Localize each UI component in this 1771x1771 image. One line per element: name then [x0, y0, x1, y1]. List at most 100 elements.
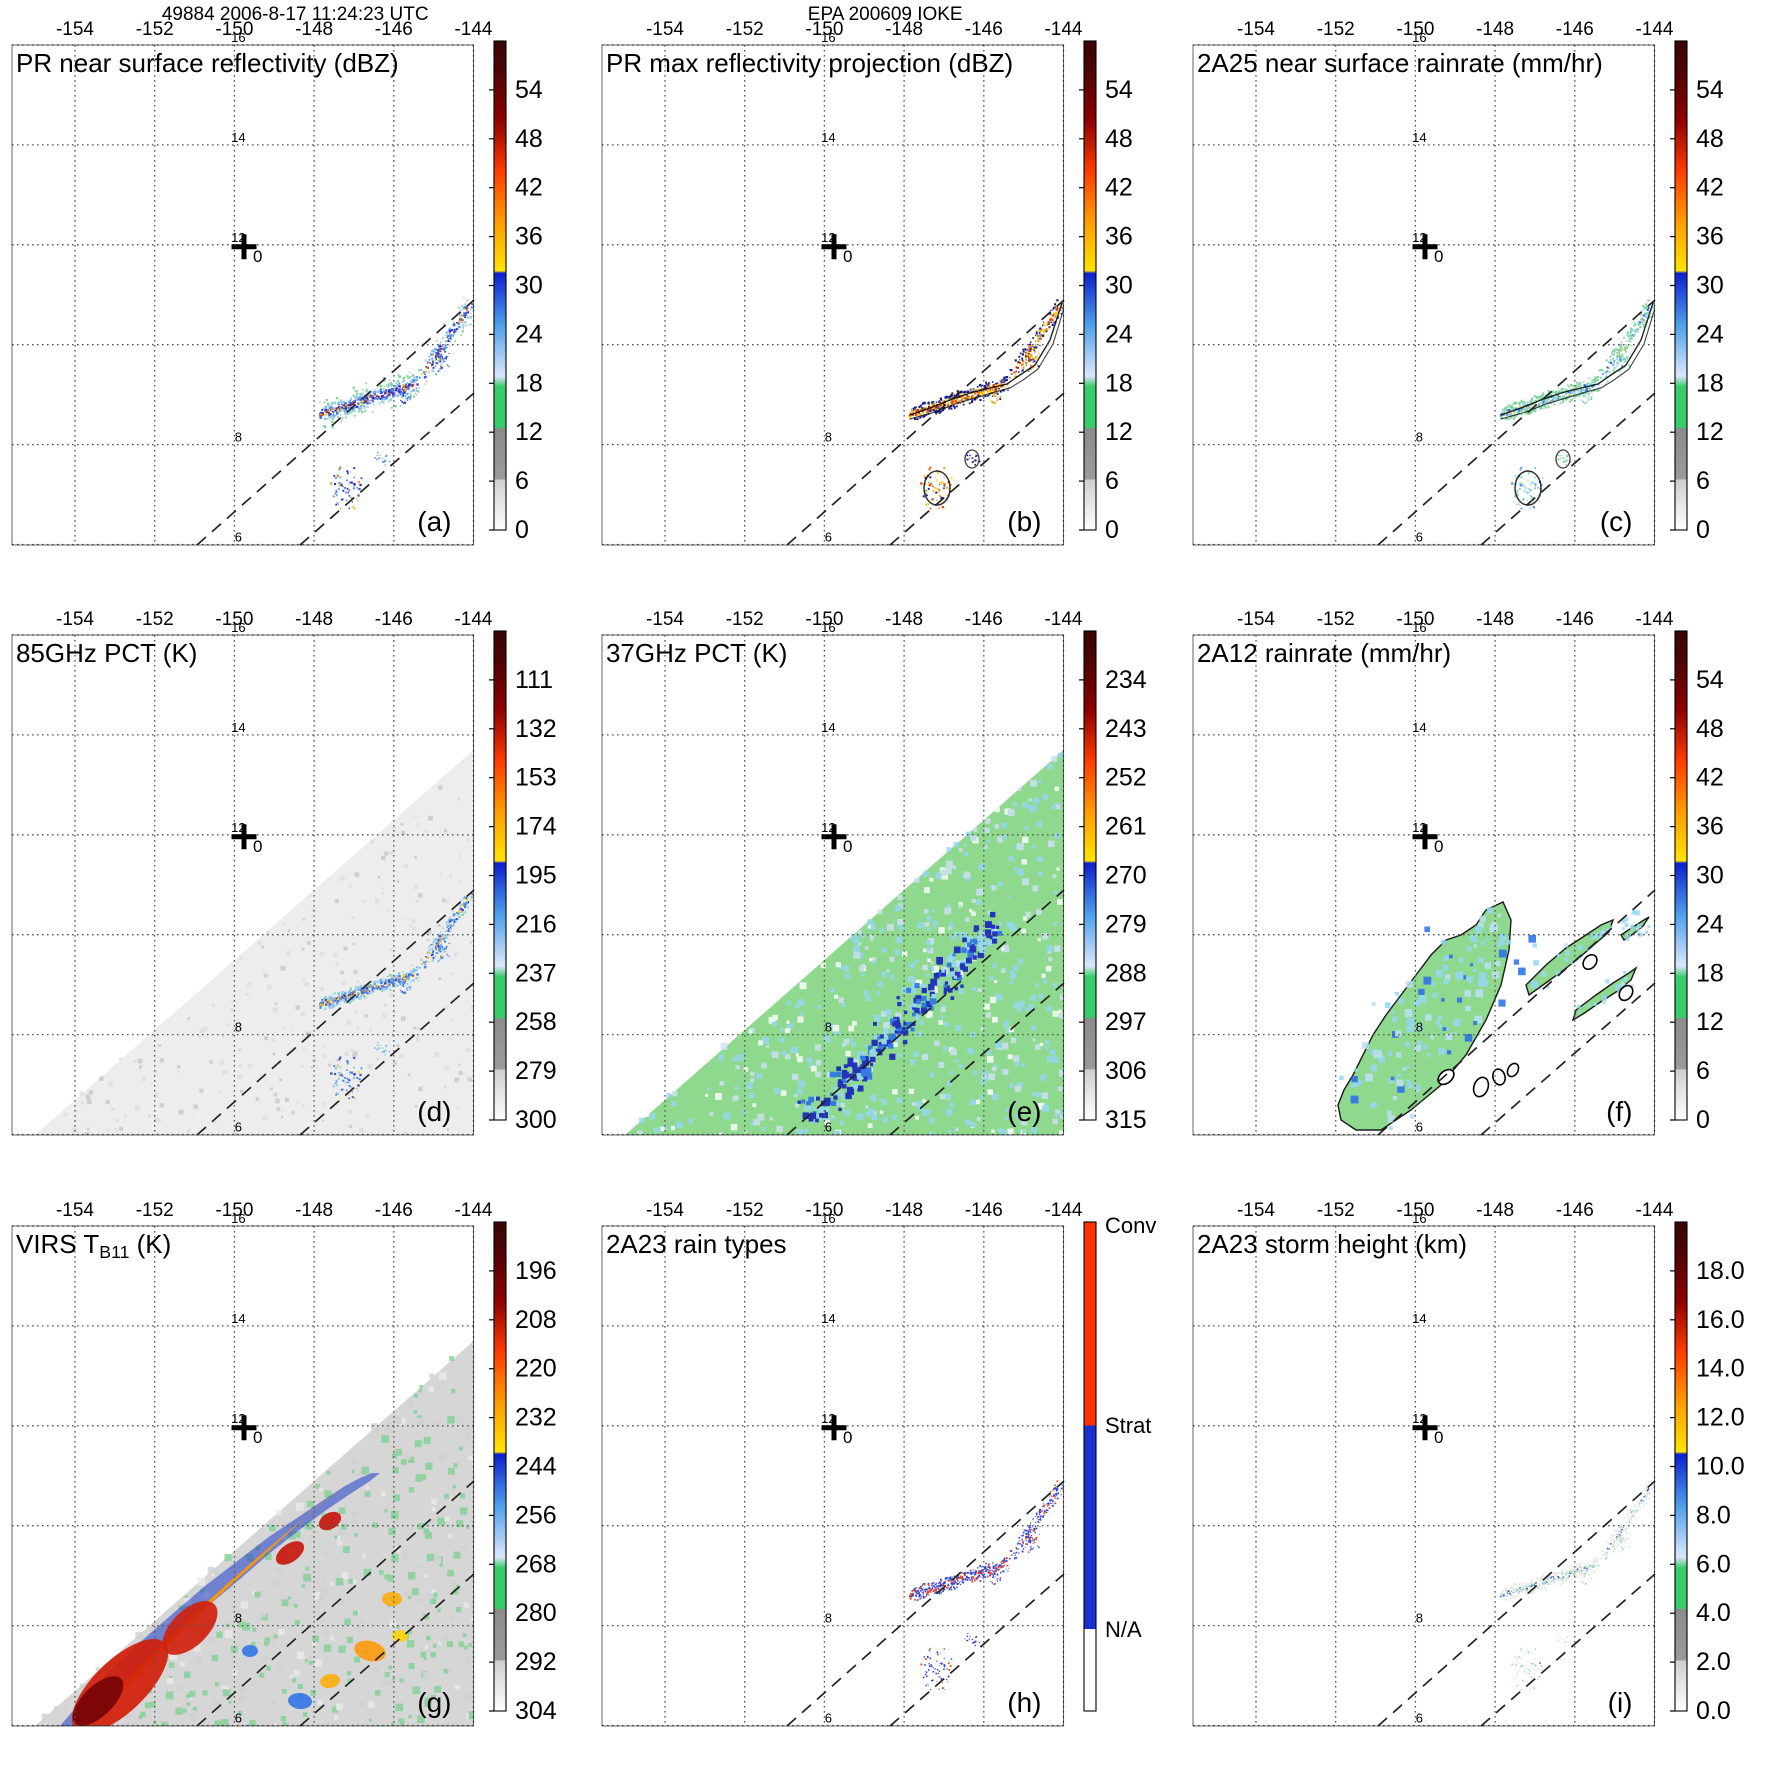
svg-text:30: 30: [1696, 862, 1724, 890]
svg-text:12: 12: [1696, 418, 1724, 446]
svg-text:8: 8: [1415, 1020, 1422, 1035]
svg-text:14: 14: [1412, 130, 1426, 145]
svg-text:-146: -146: [375, 609, 413, 630]
svg-text:258: 258: [515, 1009, 557, 1037]
svg-text:42: 42: [1105, 174, 1133, 202]
svg-text:0: 0: [515, 516, 529, 544]
svg-text:30: 30: [1105, 271, 1133, 299]
svg-text:85GHz PCT (K): 85GHz PCT (K): [16, 638, 197, 668]
svg-text:6: 6: [1415, 1120, 1422, 1135]
svg-text:48: 48: [1105, 125, 1133, 153]
svg-text:PR near surface reflectivity (: PR near surface reflectivity (dBZ): [16, 48, 399, 78]
svg-text:297: 297: [1105, 1009, 1147, 1037]
svg-text:24: 24: [1696, 911, 1724, 939]
svg-text:195: 195: [515, 862, 557, 890]
svg-text:-144: -144: [1045, 19, 1083, 40]
svg-text:-148: -148: [1476, 19, 1514, 40]
svg-text:36: 36: [1696, 813, 1724, 841]
svg-text:37GHz PCT (K): 37GHz PCT (K): [606, 638, 787, 668]
svg-text:0: 0: [1434, 247, 1443, 266]
svg-text:12: 12: [515, 418, 543, 446]
svg-text:42: 42: [1696, 174, 1724, 202]
svg-text:14: 14: [822, 130, 836, 145]
svg-text:24: 24: [515, 320, 543, 348]
svg-text:-144: -144: [454, 609, 492, 630]
svg-text:0: 0: [843, 837, 852, 856]
svg-text:18: 18: [515, 369, 543, 397]
svg-text:-154: -154: [646, 609, 684, 630]
svg-text:279: 279: [1105, 911, 1147, 939]
svg-text:-152: -152: [726, 19, 764, 40]
svg-text:-144: -144: [454, 19, 492, 40]
svg-text:-146: -146: [375, 19, 413, 40]
svg-text:(a): (a): [417, 506, 451, 537]
svg-text:-146: -146: [1555, 609, 1593, 630]
svg-text:-154: -154: [56, 609, 94, 630]
svg-text:-154: -154: [1237, 19, 1275, 40]
svg-text:237: 237: [515, 960, 557, 988]
svg-text:-148: -148: [295, 19, 333, 40]
svg-text:30: 30: [1696, 271, 1724, 299]
svg-text:14: 14: [1412, 720, 1426, 735]
svg-text:-148: -148: [885, 609, 923, 630]
svg-text:8: 8: [825, 1020, 832, 1035]
svg-text:243: 243: [1105, 715, 1147, 743]
svg-text:14: 14: [231, 720, 245, 735]
svg-text:174: 174: [515, 813, 557, 841]
svg-text:8: 8: [235, 1020, 242, 1035]
svg-text:16: 16: [822, 620, 836, 635]
svg-text:16: 16: [231, 30, 245, 45]
svg-text:-148: -148: [1476, 609, 1514, 630]
svg-text:36: 36: [515, 223, 543, 251]
svg-text:8: 8: [1415, 430, 1422, 445]
svg-text:2A12 rainrate (mm/hr): 2A12 rainrate (mm/hr): [1197, 638, 1451, 668]
svg-text:6: 6: [825, 529, 832, 544]
svg-text:48: 48: [1696, 715, 1724, 743]
svg-text:0: 0: [253, 837, 262, 856]
svg-text:48: 48: [515, 125, 543, 153]
svg-text:42: 42: [1696, 764, 1724, 792]
svg-text:24: 24: [1105, 320, 1133, 348]
svg-text:16: 16: [1412, 620, 1426, 635]
svg-text:-154: -154: [646, 19, 684, 40]
svg-text:-152: -152: [136, 609, 174, 630]
svg-text:6: 6: [825, 1120, 832, 1135]
svg-text:6: 6: [235, 1120, 242, 1135]
svg-text:132: 132: [515, 715, 557, 743]
svg-text:54: 54: [1696, 76, 1724, 104]
svg-text:0: 0: [1696, 516, 1710, 544]
svg-text:0: 0: [843, 247, 852, 266]
svg-text:300: 300: [515, 1106, 557, 1134]
svg-text:153: 153: [515, 764, 557, 792]
svg-text:0: 0: [253, 247, 262, 266]
svg-text:-144: -144: [1045, 609, 1083, 630]
svg-text:36: 36: [1696, 223, 1724, 251]
svg-text:234: 234: [1105, 666, 1147, 694]
svg-text:54: 54: [515, 76, 543, 104]
svg-text:6: 6: [1696, 467, 1710, 495]
svg-text:6: 6: [1696, 1057, 1710, 1085]
svg-text:-146: -146: [1555, 19, 1593, 40]
svg-text:-146: -146: [965, 19, 1003, 40]
svg-text:(e): (e): [1008, 1096, 1042, 1127]
svg-text:18: 18: [1696, 960, 1724, 988]
svg-text:252: 252: [1105, 764, 1147, 792]
svg-text:54: 54: [1105, 76, 1133, 104]
svg-text:12: 12: [1696, 1009, 1724, 1037]
svg-text:-148: -148: [295, 609, 333, 630]
svg-text:-146: -146: [965, 609, 1003, 630]
svg-text:0: 0: [1696, 1106, 1710, 1134]
svg-text:-148: -148: [885, 19, 923, 40]
svg-text:-144: -144: [1635, 19, 1673, 40]
svg-text:(b): (b): [1008, 506, 1042, 537]
svg-text:315: 315: [1105, 1106, 1147, 1134]
svg-text:16: 16: [231, 620, 245, 635]
svg-text:306: 306: [1105, 1057, 1147, 1085]
svg-text:-154: -154: [56, 19, 94, 40]
svg-text:(d): (d): [417, 1096, 451, 1127]
svg-text:288: 288: [1105, 960, 1147, 988]
svg-text:36: 36: [1105, 223, 1133, 251]
svg-text:-152: -152: [1316, 609, 1354, 630]
svg-text:24: 24: [1696, 320, 1724, 348]
svg-text:270: 270: [1105, 862, 1147, 890]
